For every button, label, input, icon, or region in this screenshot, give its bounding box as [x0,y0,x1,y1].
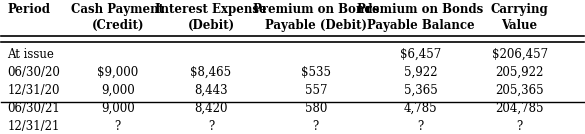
Text: 557: 557 [305,84,327,97]
Text: 580: 580 [305,102,327,115]
Text: $535: $535 [301,66,331,79]
Text: At issue: At issue [7,48,54,61]
Text: 205,365: 205,365 [495,84,544,97]
Text: 9,000: 9,000 [101,84,135,97]
Text: Premium on Bonds
Payable (Debit): Premium on Bonds Payable (Debit) [253,3,379,32]
Text: ?: ? [517,120,522,133]
Text: 4,785: 4,785 [404,102,438,115]
Text: Period: Period [7,3,50,16]
Text: Interest Expense
(Debit): Interest Expense (Debit) [155,3,267,32]
Text: ?: ? [312,120,319,133]
Text: 5,922: 5,922 [404,66,438,79]
Text: $206,457: $206,457 [491,48,548,61]
Text: 5,365: 5,365 [404,84,438,97]
Text: 06/30/21: 06/30/21 [7,102,60,115]
Text: 12/31/21: 12/31/21 [7,120,60,133]
Text: Premium on Bonds
Payable Balance: Premium on Bonds Payable Balance [357,3,484,32]
Text: 8,443: 8,443 [194,84,228,97]
Text: 06/30/20: 06/30/20 [7,66,60,79]
Text: Carrying
Value: Carrying Value [491,3,549,32]
Text: Cash Payment
(Credit): Cash Payment (Credit) [71,3,164,32]
Text: 204,785: 204,785 [495,102,544,115]
Text: 12/31/20: 12/31/20 [7,84,60,97]
Text: 205,922: 205,922 [495,66,543,79]
Text: $9,000: $9,000 [97,66,139,79]
Text: 8,420: 8,420 [194,102,228,115]
Text: $8,465: $8,465 [191,66,232,79]
Text: ?: ? [115,120,121,133]
Text: 9,000: 9,000 [101,102,135,115]
Text: ?: ? [208,120,214,133]
Text: $6,457: $6,457 [400,48,441,61]
Text: ?: ? [418,120,424,133]
